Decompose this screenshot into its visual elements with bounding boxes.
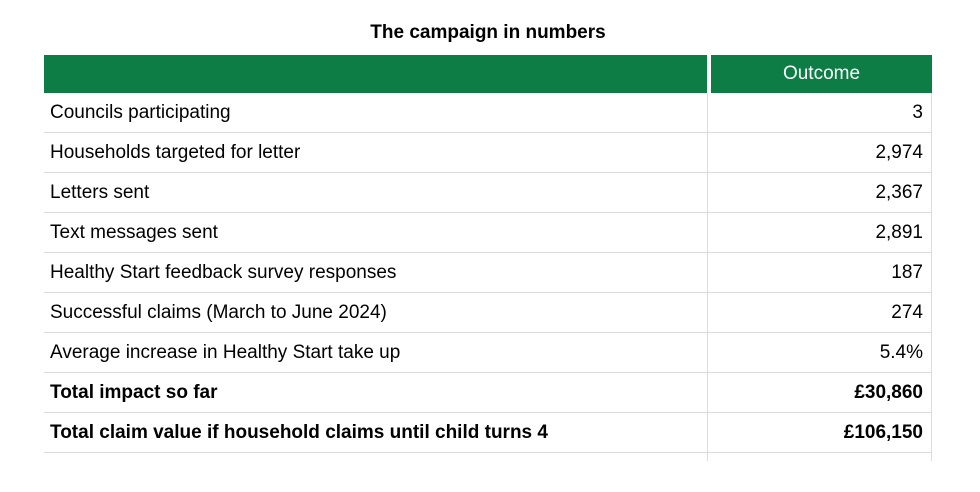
table-header-row: Outcome — [44, 55, 932, 93]
header-cell-blank — [44, 55, 707, 93]
clipped-next-row-sliver — [707, 453, 932, 461]
page-title: The campaign in numbers — [370, 22, 606, 43]
row-label: Successful claims (March to June 2024) — [50, 302, 387, 323]
table-row: Text messages sent 2,891 — [44, 213, 932, 253]
row-value: 187 — [707, 253, 932, 292]
table-row: Households targeted for letter 2,974 — [44, 133, 932, 173]
row-label: Households targeted for letter — [50, 142, 301, 163]
row-value: £106,150 — [707, 413, 932, 452]
row-label: Councils participating — [50, 102, 231, 123]
row-label: Healthy Start feedback survey responses — [50, 262, 397, 283]
row-label: Average increase in Healthy Start take u… — [50, 342, 401, 363]
row-value: 2,367 — [707, 173, 932, 212]
table-row: Letters sent 2,367 — [44, 173, 932, 213]
row-value: 2,891 — [707, 213, 932, 252]
row-value: 274 — [707, 293, 932, 332]
table-row: Successful claims (March to June 2024) 2… — [44, 293, 932, 333]
table-row: Councils participating 3 — [44, 93, 932, 133]
row-value: 3 — [707, 93, 932, 132]
row-label: Total claim value if household claims un… — [50, 422, 548, 443]
table-row: Average increase in Healthy Start take u… — [44, 333, 932, 373]
row-label: Text messages sent — [50, 222, 218, 243]
row-value: 2,974 — [707, 133, 932, 172]
header-cell-outcome: Outcome — [707, 55, 932, 93]
row-value: £30,860 — [707, 373, 932, 412]
row-value: 5.4% — [707, 333, 932, 372]
campaign-numbers-table: Outcome Councils participating 3 Househo… — [44, 55, 932, 461]
table-row: Healthy Start feedback survey responses … — [44, 253, 932, 293]
row-label: Total impact so far — [50, 382, 218, 403]
row-label: Letters sent — [50, 182, 150, 203]
table-row-total-impact: Total impact so far £30,860 — [44, 373, 932, 413]
table-row-total-claim-value: Total claim value if household claims un… — [44, 413, 932, 453]
